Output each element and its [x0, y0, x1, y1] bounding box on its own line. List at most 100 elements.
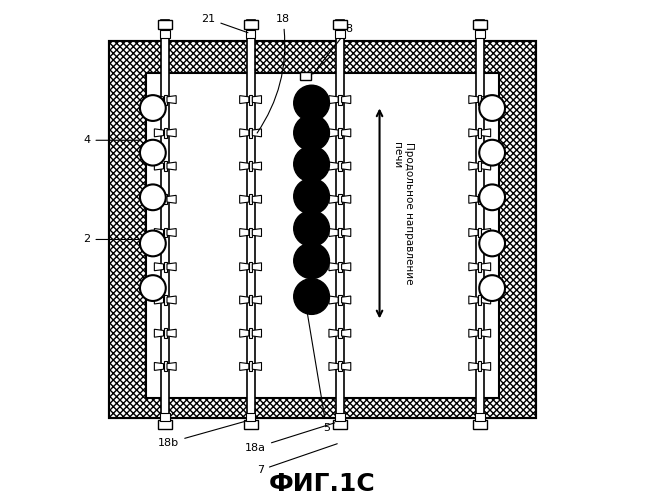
Text: 7: 7 [257, 444, 337, 475]
Polygon shape [469, 329, 478, 337]
Polygon shape [481, 129, 491, 137]
Polygon shape [481, 196, 491, 203]
Bar [164, 194, 167, 204]
Bar [249, 194, 252, 204]
Polygon shape [154, 196, 164, 203]
Polygon shape [342, 162, 351, 170]
Circle shape [140, 95, 166, 121]
Circle shape [140, 230, 166, 256]
Polygon shape [342, 96, 351, 104]
Circle shape [140, 140, 166, 166]
Circle shape [479, 140, 505, 166]
Circle shape [479, 230, 505, 256]
Bar [300, 72, 311, 80]
Bar [478, 328, 481, 338]
Bar [249, 228, 252, 237]
Polygon shape [154, 162, 164, 170]
Polygon shape [469, 263, 478, 270]
Bar [249, 94, 252, 104]
Text: 18a: 18a [245, 423, 335, 453]
Polygon shape [167, 296, 176, 304]
Bar [335, 30, 344, 38]
Circle shape [293, 85, 330, 121]
Bar [333, 20, 347, 29]
Polygon shape [329, 362, 338, 370]
Bar [164, 94, 167, 104]
Bar [246, 30, 255, 38]
Bar [478, 228, 481, 237]
Bar [244, 420, 257, 429]
Bar [161, 30, 170, 38]
Circle shape [479, 275, 505, 301]
Polygon shape [167, 362, 176, 370]
Bar [246, 413, 255, 421]
Bar [249, 128, 252, 138]
Polygon shape [252, 228, 261, 236]
Polygon shape [252, 362, 261, 370]
Bar [478, 194, 481, 204]
Polygon shape [240, 362, 249, 370]
Circle shape [479, 184, 505, 210]
Bar [164, 328, 167, 338]
Bar [164, 161, 167, 171]
Bar [475, 30, 484, 38]
Bar [333, 420, 347, 429]
Bar [473, 20, 487, 29]
Circle shape [293, 178, 330, 214]
Polygon shape [154, 362, 164, 370]
Text: Продольное направление
печи: Продольное направление печи [392, 142, 413, 284]
Polygon shape [252, 196, 261, 203]
Polygon shape [329, 228, 338, 236]
Polygon shape [329, 96, 338, 104]
Bar [246, 20, 255, 429]
Bar [338, 94, 342, 104]
Bar [249, 362, 252, 372]
Bar [161, 413, 170, 421]
Polygon shape [329, 129, 338, 137]
Polygon shape [167, 162, 176, 170]
Circle shape [140, 184, 166, 210]
Bar [244, 20, 257, 29]
Polygon shape [154, 296, 164, 304]
Circle shape [140, 275, 166, 301]
Polygon shape [342, 196, 351, 203]
Polygon shape [167, 129, 176, 137]
Bar [478, 94, 481, 104]
Bar [164, 295, 167, 305]
Bar [164, 262, 167, 272]
Bar [109, 41, 536, 418]
Bar [338, 262, 342, 272]
Bar [249, 161, 252, 171]
Bar [164, 128, 167, 138]
Polygon shape [167, 329, 176, 337]
Circle shape [479, 95, 505, 121]
Polygon shape [469, 362, 478, 370]
Bar [164, 362, 167, 372]
Polygon shape [329, 196, 338, 203]
Polygon shape [481, 296, 491, 304]
Polygon shape [342, 329, 351, 337]
Polygon shape [342, 129, 351, 137]
Polygon shape [481, 162, 491, 170]
Polygon shape [469, 228, 478, 236]
Polygon shape [154, 228, 164, 236]
Bar [249, 295, 252, 305]
Polygon shape [240, 228, 249, 236]
Text: 8: 8 [313, 24, 352, 74]
Circle shape [293, 278, 330, 314]
Polygon shape [240, 329, 249, 337]
Polygon shape [342, 263, 351, 270]
Bar [335, 413, 344, 421]
Polygon shape [469, 162, 478, 170]
Bar [338, 161, 342, 171]
Polygon shape [240, 196, 249, 203]
Bar [146, 74, 499, 398]
Polygon shape [240, 162, 249, 170]
Polygon shape [481, 96, 491, 104]
Polygon shape [469, 196, 478, 203]
Bar [478, 128, 481, 138]
Polygon shape [240, 96, 249, 104]
Text: 18b: 18b [158, 422, 246, 448]
Polygon shape [481, 263, 491, 270]
Polygon shape [481, 228, 491, 236]
